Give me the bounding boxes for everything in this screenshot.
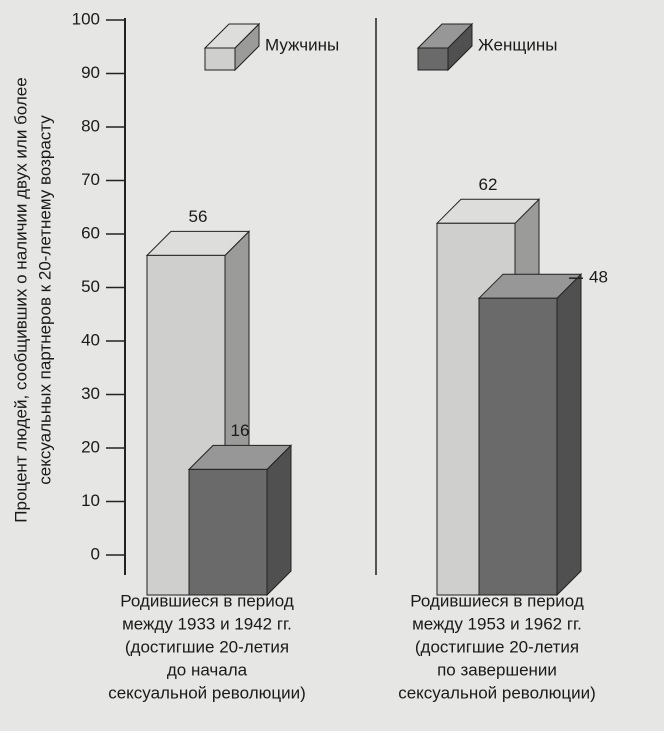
y-tick-label: 50 bbox=[81, 277, 100, 296]
x-tick-label: (достигшие 20-летия bbox=[125, 637, 289, 656]
legend-label: Мужчины bbox=[265, 35, 339, 54]
y-tick-label: 10 bbox=[81, 491, 100, 510]
y-tick-label: 40 bbox=[81, 330, 100, 349]
y-axis-label: сексуальных партнеров к 20-летнему возра… bbox=[35, 115, 54, 485]
x-tick-label: Родившиеся в период bbox=[120, 591, 294, 610]
y-tick-label: 70 bbox=[81, 170, 100, 189]
bar bbox=[188, 468, 268, 596]
legend-swatch bbox=[417, 47, 449, 71]
x-tick-label: по завершении bbox=[437, 660, 557, 679]
value-label: 48 bbox=[589, 268, 608, 287]
x-tick-label: между 1933 и 1942 гг. bbox=[122, 614, 292, 633]
bar-side bbox=[266, 444, 292, 597]
value-label: 16 bbox=[231, 421, 250, 440]
legend-label: Женщины bbox=[478, 35, 557, 54]
x-tick-label: Родившиеся в период bbox=[410, 591, 584, 610]
legend-swatch bbox=[204, 47, 236, 71]
value-label: 56 bbox=[189, 207, 208, 226]
y-tick-label: 100 bbox=[72, 9, 100, 28]
y-tick-label: 20 bbox=[81, 437, 100, 456]
bar-side bbox=[556, 272, 582, 597]
x-tick-label: до начала bbox=[167, 660, 248, 679]
bar bbox=[478, 297, 558, 596]
x-tick-label: (достигшие 20-летия bbox=[415, 637, 579, 656]
y-tick-label: 30 bbox=[81, 384, 100, 403]
x-tick-label: между 1953 и 1962 гг. bbox=[412, 614, 582, 633]
value-label: 62 bbox=[479, 175, 498, 194]
y-tick-label: 60 bbox=[81, 223, 100, 242]
y-axis-label: Процент людей, сообщивших о наличии двух… bbox=[11, 77, 30, 522]
y-tick-label: 0 bbox=[91, 544, 100, 563]
y-tick-label: 80 bbox=[81, 116, 100, 135]
x-tick-label: сексуальной революции) bbox=[108, 683, 306, 702]
x-tick-label: сексуальной революции) bbox=[398, 683, 596, 702]
y-tick-label: 90 bbox=[81, 63, 100, 82]
